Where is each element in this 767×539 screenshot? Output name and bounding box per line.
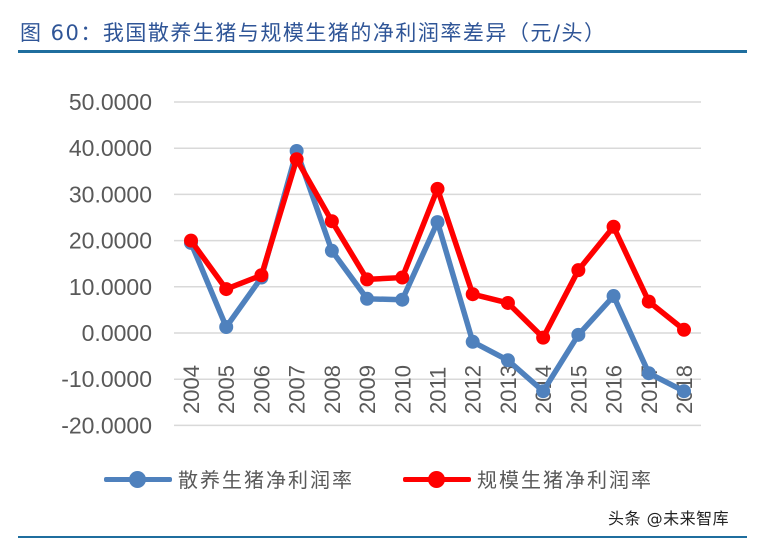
- y-tick-label: 30.0000: [69, 181, 152, 207]
- data-point-marker: [571, 263, 586, 278]
- x-tick-label: 2006: [249, 365, 274, 414]
- legend-line-with-circle-marker-icon: [104, 469, 172, 489]
- figure-title: 图 60：我国散养生猪与规模生猪的净利润率差异（元/头）: [20, 21, 607, 45]
- x-tick-label: 2010: [390, 365, 415, 414]
- data-point-marker: [219, 319, 234, 334]
- data-point-marker: [324, 243, 339, 258]
- data-point-marker: [465, 287, 480, 302]
- data-point-marker: [606, 219, 621, 234]
- data-point-marker: [219, 282, 234, 297]
- data-point-marker: [254, 268, 269, 283]
- y-tick-label: 40.0000: [69, 135, 152, 161]
- x-axis-labels: 2004 2005 2006 2007 2008 2009 2010 2011 2012 2013…: [179, 365, 697, 414]
- series-scale: [184, 152, 691, 345]
- data-point-marker: [289, 152, 304, 167]
- data-point-marker: [536, 330, 551, 345]
- data-point-marker: [395, 270, 410, 285]
- data-point-marker: [465, 334, 480, 349]
- data-point-marker: [641, 366, 656, 381]
- y-axis-labels: 50.0000 40.0000 30.0000 20.0000 10.0000 0.000…: [61, 89, 152, 438]
- data-point-marker: [395, 292, 410, 307]
- legend-item-scale: 规模生猪净利润率: [403, 464, 653, 493]
- title-underline: [18, 50, 747, 53]
- x-tick-label: 2005: [214, 365, 239, 414]
- bottom-rule: [18, 536, 747, 538]
- data-point-marker: [360, 291, 375, 306]
- legend-label: 散养生猪净利润率: [178, 468, 354, 492]
- x-tick-label: 2012: [461, 365, 486, 414]
- y-tick-label: -10.0000: [61, 366, 152, 392]
- x-tick-label: 2016: [602, 365, 627, 414]
- gridlines: [174, 101, 701, 427]
- x-tick-label: 2007: [285, 365, 310, 414]
- data-point-marker: [606, 289, 621, 304]
- x-tick-label: 2004: [179, 365, 204, 414]
- data-point-marker: [430, 215, 445, 230]
- data-point-marker: [677, 384, 691, 399]
- x-tick-label: 2008: [320, 365, 345, 414]
- legend-line-with-circle-marker-icon: [403, 469, 471, 489]
- legend-item-smallholder: 散养生猪净利润率: [104, 464, 354, 493]
- x-tick-label: 2013: [496, 365, 521, 414]
- data-point-marker: [184, 233, 198, 248]
- data-point-marker: [536, 384, 551, 399]
- y-tick-label: -20.0000: [61, 412, 152, 438]
- x-tick-label: 2011: [426, 367, 451, 414]
- y-tick-label: 0.0000: [82, 320, 152, 346]
- data-point-marker: [360, 272, 375, 287]
- y-tick-label: 10.0000: [69, 274, 152, 300]
- y-tick-label: 50.0000: [69, 89, 152, 115]
- data-point-marker: [324, 214, 339, 229]
- watermark: 头条 @未来智库: [608, 509, 730, 528]
- data-point-marker: [500, 295, 515, 310]
- series-lines: [184, 143, 691, 399]
- legend-label: 规模生猪净利润率: [477, 468, 653, 492]
- x-tick-label: 2009: [355, 365, 380, 414]
- data-point-marker: [430, 181, 445, 196]
- data-point-marker: [500, 353, 515, 368]
- x-tick-label: 2015: [566, 365, 591, 414]
- y-tick-label: 20.0000: [69, 228, 152, 254]
- data-point-marker: [677, 322, 691, 337]
- data-point-marker: [641, 294, 656, 309]
- data-point-marker: [571, 327, 586, 342]
